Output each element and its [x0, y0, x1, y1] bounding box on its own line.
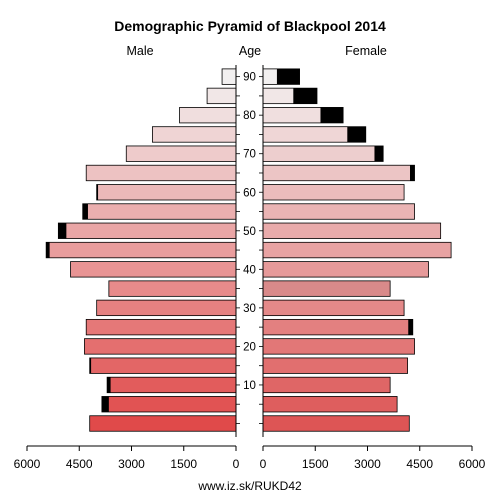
female-bar-25-29: [262, 318, 414, 336]
female-x-tick-label: 6000: [459, 457, 486, 471]
age-tick-label: 60: [243, 187, 256, 199]
male-bar-55-59: [82, 203, 237, 220]
female-x-tick-label: 3000: [354, 457, 381, 471]
male-bar-85-89: [206, 87, 237, 105]
source-footer: www.iz.sk/RUKD42: [197, 479, 302, 493]
male-bar-15-19: [89, 357, 237, 374]
male-bar-20-24: [84, 338, 237, 355]
male-bar-0-4: [89, 415, 237, 432]
male-bar-30-34: [96, 299, 237, 317]
female-bar-30-34: [262, 299, 405, 317]
age-tick-label: 90: [243, 72, 256, 84]
age-tick-label: 50: [243, 226, 256, 238]
age-tick-label: 20: [243, 341, 256, 353]
female-bar-20-24: [262, 338, 415, 355]
male-surplus-5-9: [101, 396, 109, 412]
male-x-tick-label: 4500: [66, 457, 93, 471]
female-surplus-90+: [276, 68, 300, 85]
female-bar-5-9: [262, 396, 398, 413]
pyramid-axes: 10 20 30 40 50 60 70 80 90 6000 4500 3000 1500 0 0 1500…: [14, 65, 486, 471]
female-bar-10-14: [262, 376, 391, 394]
female-bar-15-19: [262, 357, 408, 374]
male-label: Male: [126, 44, 153, 58]
female-surplus-70-74: [374, 145, 384, 162]
male-bar-10-14: [106, 376, 237, 394]
pyramid-bars: [45, 68, 452, 432]
male-bar-5-9: [101, 396, 237, 413]
male-bar-45-49: [45, 241, 237, 259]
male-bar-60-64: [96, 184, 237, 201]
female-bar-50-54: [262, 222, 442, 239]
male-x-tick-label: 6000: [14, 457, 41, 471]
male-surplus-15-19: [89, 357, 92, 374]
female-x-tick-label: 0: [260, 457, 267, 471]
male-bar-75-79: [151, 126, 237, 143]
male-bar-40-44: [70, 261, 237, 278]
male-bar-50-54: [57, 222, 237, 239]
male-x-tick-label: 3000: [118, 457, 145, 471]
male-surplus-60-64: [96, 184, 99, 200]
age-tick-label: 70: [243, 149, 256, 161]
female-bar-35-39: [262, 280, 391, 297]
female-surplus-75-79: [347, 126, 366, 143]
male-bar-70-74: [125, 145, 237, 162]
female-bar-70-74: [262, 145, 384, 162]
female-surplus-80-84: [320, 107, 344, 123]
age-tick-label: 80: [243, 110, 256, 122]
male-x-tick-label: 1500: [170, 457, 197, 471]
female-bar-40-44: [262, 261, 429, 278]
male-surplus-55-59: [82, 203, 88, 220]
age-tick-label: 30: [243, 303, 256, 315]
age-label: Age: [239, 44, 261, 58]
female-surplus-65-69: [410, 165, 415, 181]
female-bar-0-4: [262, 415, 410, 432]
age-tick-label: 10: [243, 380, 256, 392]
male-surplus-50-54: [58, 223, 67, 239]
female-x-tick-label: 4500: [406, 457, 433, 471]
female-surplus-25-29: [408, 319, 413, 335]
female-x-tick-label: 1500: [302, 457, 329, 471]
male-bar-65-69: [85, 164, 237, 182]
male-x-tick-label: 0: [233, 457, 240, 471]
female-bar-55-59: [262, 203, 415, 220]
female-bar-60-64: [262, 184, 405, 201]
female-surplus-85-89: [293, 88, 317, 104]
male-surplus-45-49: [46, 242, 50, 258]
male-surplus-10-14: [107, 377, 111, 393]
male-bar-90+: [221, 68, 237, 85]
female-label: Female: [345, 44, 387, 58]
age-tick-label: 40: [243, 264, 256, 276]
male-bar-25-29: [85, 318, 237, 336]
chart-title: Demographic Pyramid of Blackpool 2014: [114, 18, 386, 34]
male-bar-80-84: [179, 107, 237, 124]
female-bar-45-49: [262, 241, 452, 259]
female-bar-65-69: [262, 164, 415, 182]
male-bar-35-39: [108, 280, 237, 297]
